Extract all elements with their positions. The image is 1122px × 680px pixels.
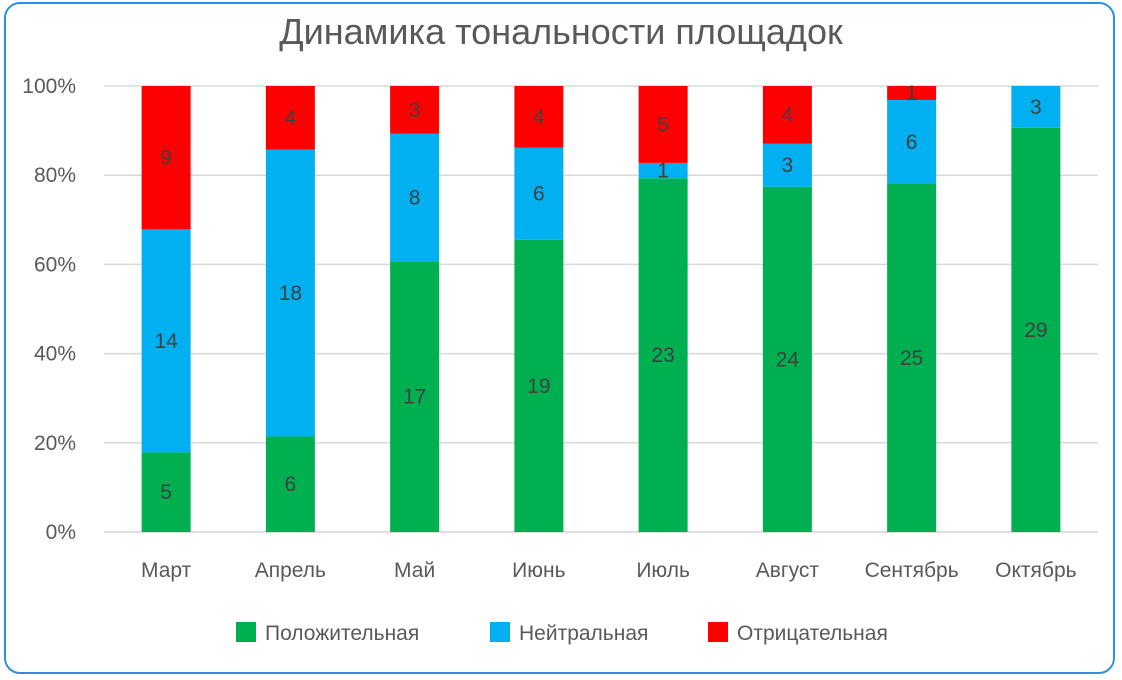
bar-segment xyxy=(390,86,440,134)
data-label: 9 xyxy=(160,147,172,170)
bar-segment xyxy=(887,183,937,532)
data-label: 25 xyxy=(900,347,923,370)
data-label: 3 xyxy=(782,154,794,177)
data-label: 6 xyxy=(533,183,545,206)
data-label: 6 xyxy=(906,131,918,154)
x-tick-label: Июль xyxy=(636,559,690,582)
bar-segment xyxy=(1011,86,1061,128)
y-tick-label: 0% xyxy=(46,521,76,544)
bar-segment xyxy=(638,86,688,163)
y-tick-label: 20% xyxy=(34,432,76,455)
bar-segment xyxy=(265,149,315,437)
y-tick-label: 40% xyxy=(34,343,76,366)
bar-segment xyxy=(141,452,191,532)
bar-segment xyxy=(265,86,315,150)
legend-label: Нейтральная xyxy=(519,622,648,645)
data-label: 4 xyxy=(782,104,794,127)
bar-segment xyxy=(887,86,937,100)
bar-segment xyxy=(887,99,937,184)
chart-title: Динамика тональности площадок xyxy=(279,11,843,52)
data-label: 5 xyxy=(160,481,172,504)
data-labels: 5 14 9 6 18 4 17 8 3 19 6 4 23 1 5 24 3 4 25 6 1 29 3 xyxy=(154,82,1047,504)
data-label: 29 xyxy=(1024,319,1047,342)
data-label: 14 xyxy=(154,330,178,353)
data-label: 4 xyxy=(285,107,297,130)
legend-swatch xyxy=(236,622,256,642)
bar-segment xyxy=(514,147,564,240)
bar-segment xyxy=(390,133,440,262)
x-tick-label: Июнь xyxy=(512,559,565,582)
y-tick-label: 60% xyxy=(34,253,76,276)
data-label: 3 xyxy=(409,99,421,122)
legend-label: Положительная xyxy=(265,622,419,645)
y-axis-ticks: 0% 20% 40% 60% 80% 100% xyxy=(22,75,76,544)
data-label: 1 xyxy=(906,82,918,105)
bar-segment xyxy=(141,86,191,230)
x-tick-label: Май xyxy=(394,559,435,582)
y-tick-label: 100% xyxy=(22,75,76,98)
data-label: 17 xyxy=(403,386,426,409)
data-label: 4 xyxy=(533,106,545,129)
legend-item: Нейтральная xyxy=(490,622,648,645)
bars xyxy=(141,86,1061,533)
legend: Положительная Нейтральная Отрицательная xyxy=(236,622,888,645)
x-tick-label: Сентябрь xyxy=(865,559,959,582)
bar-segment xyxy=(1011,127,1061,532)
bar-segment xyxy=(638,178,688,532)
legend-swatch xyxy=(490,622,510,642)
bar-segment xyxy=(762,86,812,144)
data-label: 19 xyxy=(527,375,550,398)
data-label: 6 xyxy=(285,473,297,496)
x-tick-label: Март xyxy=(141,559,192,582)
data-label: 3 xyxy=(1030,96,1042,119)
bar-segment xyxy=(638,162,688,179)
bar-segment xyxy=(390,261,440,532)
bar-segment xyxy=(762,143,812,187)
bar-segment xyxy=(762,186,812,533)
data-label: 1 xyxy=(657,160,669,183)
data-label: 18 xyxy=(279,282,302,305)
gridlines xyxy=(104,85,1098,533)
bar-segment xyxy=(141,229,191,453)
data-label: 5 xyxy=(657,113,669,136)
x-tick-label: Октябрь xyxy=(995,559,1076,582)
legend-swatch xyxy=(708,622,728,642)
x-axis-ticks: Март Апрель Май Июнь Июль Август Сентябрь Октяб… xyxy=(141,559,1077,582)
legend-item: Положительная xyxy=(236,622,419,645)
bar-segment xyxy=(514,86,564,148)
data-label: 23 xyxy=(651,344,674,367)
data-label: 8 xyxy=(409,187,421,210)
x-tick-label: Август xyxy=(756,559,820,582)
y-tick-label: 80% xyxy=(34,164,76,187)
bar-segment xyxy=(514,239,564,533)
bar-segment xyxy=(265,436,315,532)
x-tick-label: Апрель xyxy=(255,559,326,582)
legend-item: Отрицательная xyxy=(708,622,888,645)
data-label: 24 xyxy=(776,348,800,371)
legend-label: Отрицательная xyxy=(737,622,888,645)
